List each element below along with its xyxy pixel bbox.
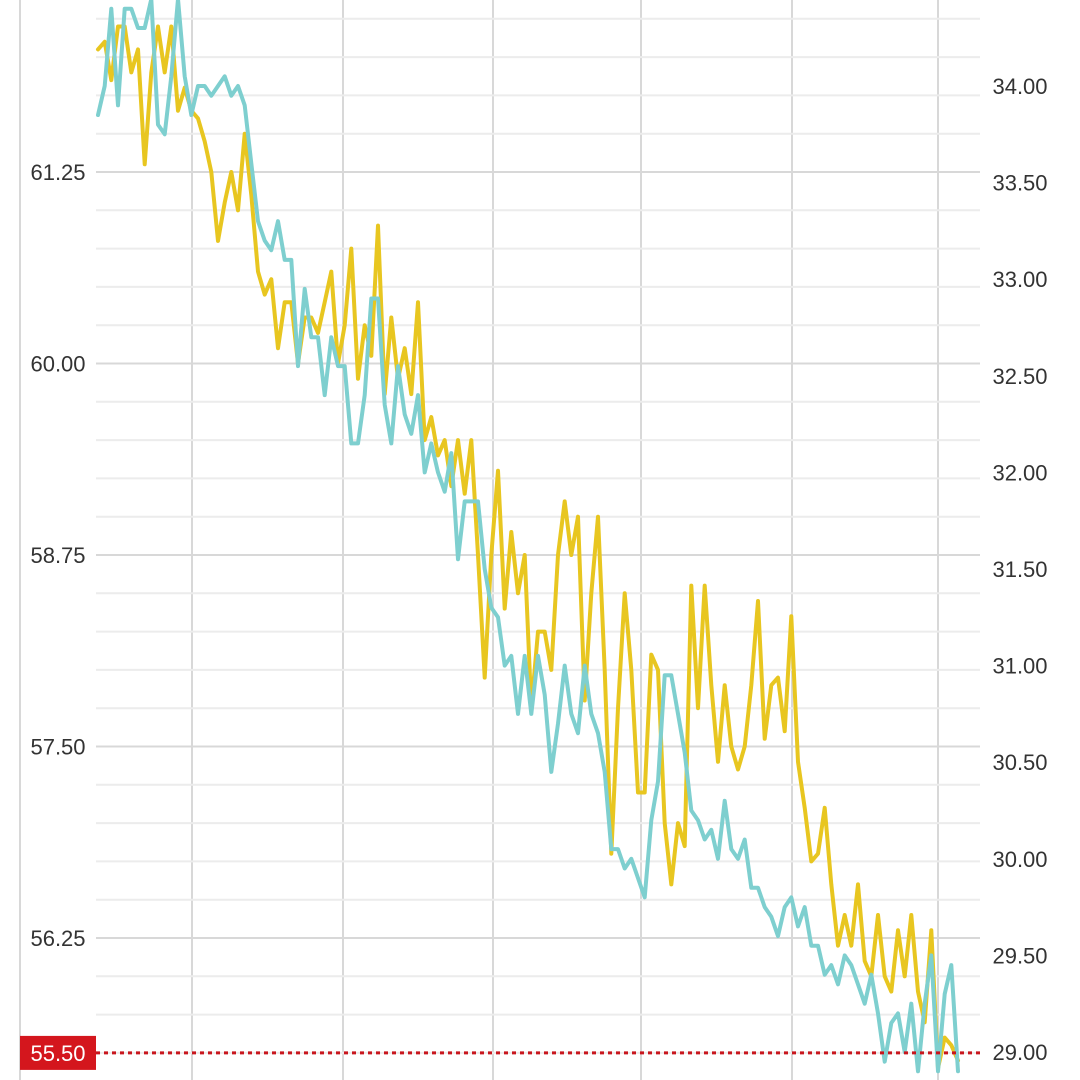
right-tick-label: 31.50 <box>992 557 1047 582</box>
right-tick-label: 33.00 <box>992 267 1047 292</box>
series-line-left <box>96 24 960 1071</box>
left-tick-label: 61.25 <box>30 160 85 185</box>
left-tick-label: 57.50 <box>30 735 85 760</box>
left-tick-label: 60.00 <box>30 352 85 377</box>
right-tick-label: 34.00 <box>992 74 1047 99</box>
right-tick-label: 32.00 <box>992 460 1047 485</box>
right-tick-label: 32.50 <box>992 364 1047 389</box>
series-lines <box>96 0 960 1074</box>
left-tick-label: 56.25 <box>30 926 85 951</box>
right-tick-label: 29.00 <box>992 1040 1047 1065</box>
series-line-right <box>96 0 960 1074</box>
right-axis-ticks: 34.00 33.50 33.00 32.50 32.00 31.50 31.00 30.50… <box>992 74 1047 1065</box>
right-tick-label: 31.00 <box>992 654 1047 679</box>
reference-label: 55.50 <box>30 1041 85 1066</box>
reference-label-box <box>20 1035 96 1070</box>
right-tick-label: 30.00 <box>992 847 1047 872</box>
left-axis-ticks: 61.25 60.00 58.75 57.50 56.25 <box>30 160 85 951</box>
right-tick-label: 33.50 <box>992 171 1047 196</box>
right-tick-label: 30.50 <box>992 750 1047 775</box>
right-tick-label: 29.50 <box>992 943 1047 968</box>
left-tick-label: 58.75 <box>30 543 85 568</box>
reference-line-group: 55.50 <box>20 1035 980 1070</box>
